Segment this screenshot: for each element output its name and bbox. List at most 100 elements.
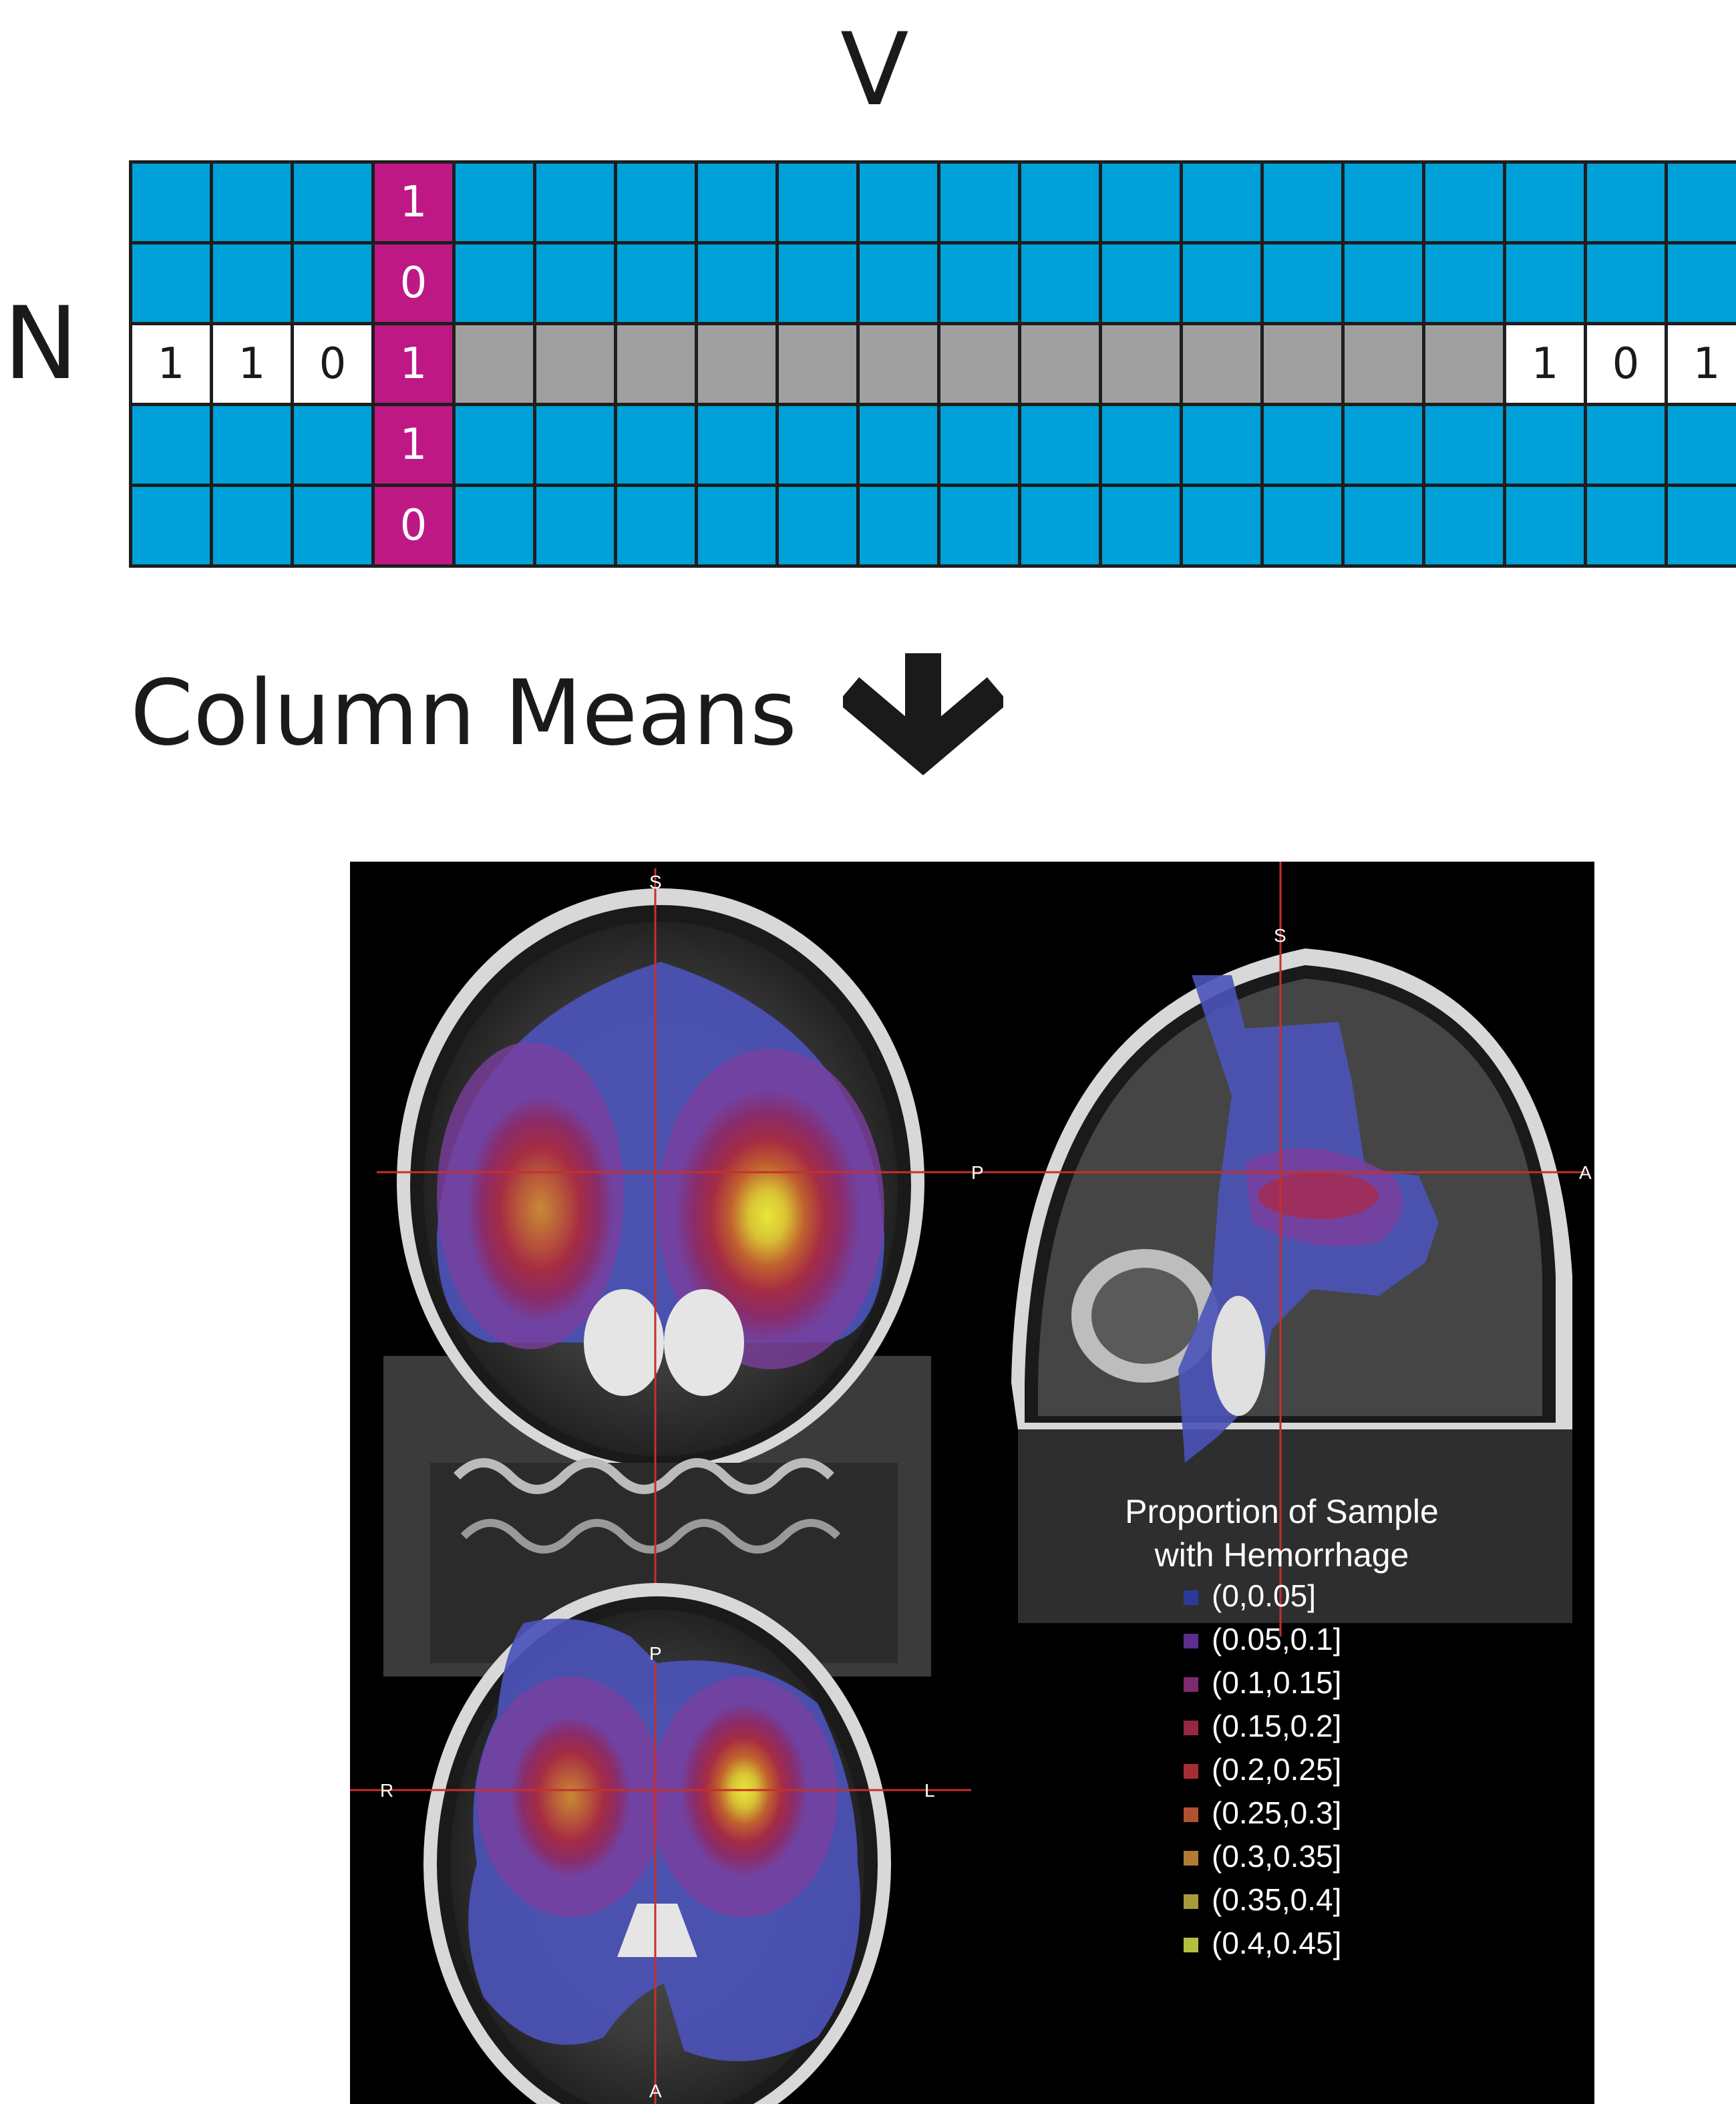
sagittal-view: S P A: [951, 862, 1592, 1636]
matrix-cell-highlight-column: 0: [375, 487, 452, 564]
matrix-cell-highlight-row-gap: [698, 325, 775, 403]
legend-item-label: (0.1,0.15]: [1212, 1665, 1341, 1700]
matrix-cell: [1587, 406, 1665, 484]
matrix-cell: [1668, 164, 1736, 241]
matrix-cell: [294, 244, 371, 322]
matrix-cell-highlight-row-gap: [1345, 325, 1422, 403]
matrix-cell: [1021, 244, 1099, 322]
matrix-cell-highlight-column: 1: [375, 164, 452, 241]
row-dimension-label: N: [3, 286, 79, 402]
matrix-cell: [1021, 406, 1099, 484]
matrix-cell: [1264, 406, 1341, 484]
matrix-cell: [132, 487, 210, 564]
matrix-cell: [1345, 244, 1422, 322]
legend-title-line1: Proportion of Sample: [1125, 1493, 1439, 1530]
matrix-cell: [1425, 487, 1503, 564]
axial-anterior-label: A: [649, 2081, 662, 2101]
matrix-cell: [698, 244, 775, 322]
legend-swatch: [1184, 1721, 1198, 1735]
matrix-cell: [1021, 164, 1099, 241]
legend-swatch: [1184, 1677, 1198, 1692]
legend-swatch: [1184, 1807, 1198, 1822]
column-means-label: Column Means: [130, 661, 798, 765]
matrix-cell: [779, 406, 856, 484]
matrix-cell: [1183, 406, 1260, 484]
matrix-cell: [1102, 406, 1180, 484]
matrix-cell: [940, 406, 1018, 484]
legend-swatch: [1184, 1938, 1198, 1952]
matrix-cell: [1425, 406, 1503, 484]
matrix-cell: [940, 164, 1018, 241]
matrix-cell-highlight-row-gap: [1264, 325, 1341, 403]
matrix-cell: [617, 487, 695, 564]
legend-item-label: (0.05,0.1]: [1212, 1622, 1341, 1656]
down-arrow-icon: [843, 653, 1003, 775]
axial-left-label: L: [924, 1780, 935, 1801]
matrix-cell-highlight-column: 1: [375, 325, 452, 403]
matrix-cell: [1264, 164, 1341, 241]
matrix-cell: [1264, 244, 1341, 322]
matrix-cell: [1506, 244, 1584, 322]
legend-swatch: [1184, 1590, 1198, 1605]
matrix-cell: [1345, 487, 1422, 564]
legend-item-label: (0.3,0.35]: [1212, 1839, 1341, 1874]
matrix-cell: [1102, 244, 1180, 322]
matrix-cell: [536, 164, 614, 241]
matrix-cell-highlight-row-gap: [779, 325, 856, 403]
legend-item-label: (0.35,0.4]: [1212, 1882, 1341, 1917]
matrix-cell: [536, 244, 614, 322]
matrix-cell: [456, 164, 533, 241]
matrix-cell: [1506, 487, 1584, 564]
matrix-cell: [1587, 244, 1665, 322]
legend-swatch: [1184, 1851, 1198, 1866]
matrix-cell-highlight-column: 0: [375, 244, 452, 322]
matrix-cell: [698, 406, 775, 484]
legend-item-label: (0.2,0.25]: [1212, 1752, 1341, 1787]
matrix-cell-highlight-row: 1: [1506, 325, 1584, 403]
matrix-cell: [536, 487, 614, 564]
matrix-cell-highlight-row: 0: [1587, 325, 1665, 403]
legend-swatch: [1184, 1894, 1198, 1909]
matrix-cell-highlight-row: 1: [132, 325, 210, 403]
matrix-cell-highlight-row-gap: [536, 325, 614, 403]
matrix-cell: [698, 164, 775, 241]
coronal-superior-label: S: [649, 872, 662, 892]
matrix-cell: [132, 406, 210, 484]
matrix-cell: [779, 164, 856, 241]
legend-items: (0,0.05] (0.05,0.1] (0.1,0.15] (0.15,0.2] (0…: [1184, 1578, 1341, 1960]
matrix-cell: [1021, 487, 1099, 564]
matrix-cell: [1668, 244, 1736, 322]
matrix-cell: [213, 406, 291, 484]
matrix-cell: [940, 487, 1018, 564]
sagittal-anterior-label: A: [1579, 1162, 1592, 1183]
matrix-cell-highlight-row-gap: [1425, 325, 1503, 403]
matrix-cell: [1506, 164, 1584, 241]
legend-swatch: [1184, 1764, 1198, 1779]
matrix-cell: [132, 244, 210, 322]
matrix-cell: [1587, 164, 1665, 241]
matrix-cell-highlight-row: 0: [294, 325, 371, 403]
matrix-cell: [860, 487, 937, 564]
matrix-cell: [213, 244, 291, 322]
legend-title-line2: with Hemorrhage: [1154, 1536, 1409, 1574]
coronal-view: S: [377, 868, 965, 1683]
matrix-cell: [1345, 406, 1422, 484]
matrix-cell-highlight-row-gap: [617, 325, 695, 403]
matrix-cell: [617, 406, 695, 484]
matrix-cell: [779, 244, 856, 322]
matrix-cell: [617, 244, 695, 322]
matrix-cell: [294, 487, 371, 564]
matrix-cell-highlight-row-gap: [860, 325, 937, 403]
brain-lesion-map-panel: S S P A: [350, 862, 1594, 2104]
matrix-cell: [456, 406, 533, 484]
matrix-cell: [860, 164, 937, 241]
legend-item-label: (0.4,0.45]: [1212, 1926, 1341, 1960]
matrix-cell: [456, 487, 533, 564]
column-dimension-label: V: [840, 12, 909, 128]
matrix-cell: [1345, 164, 1422, 241]
matrix-cell: [1425, 164, 1503, 241]
matrix-cell: [779, 487, 856, 564]
matrix-cell: [1587, 487, 1665, 564]
axial-posterior-label: P: [649, 1643, 662, 1664]
